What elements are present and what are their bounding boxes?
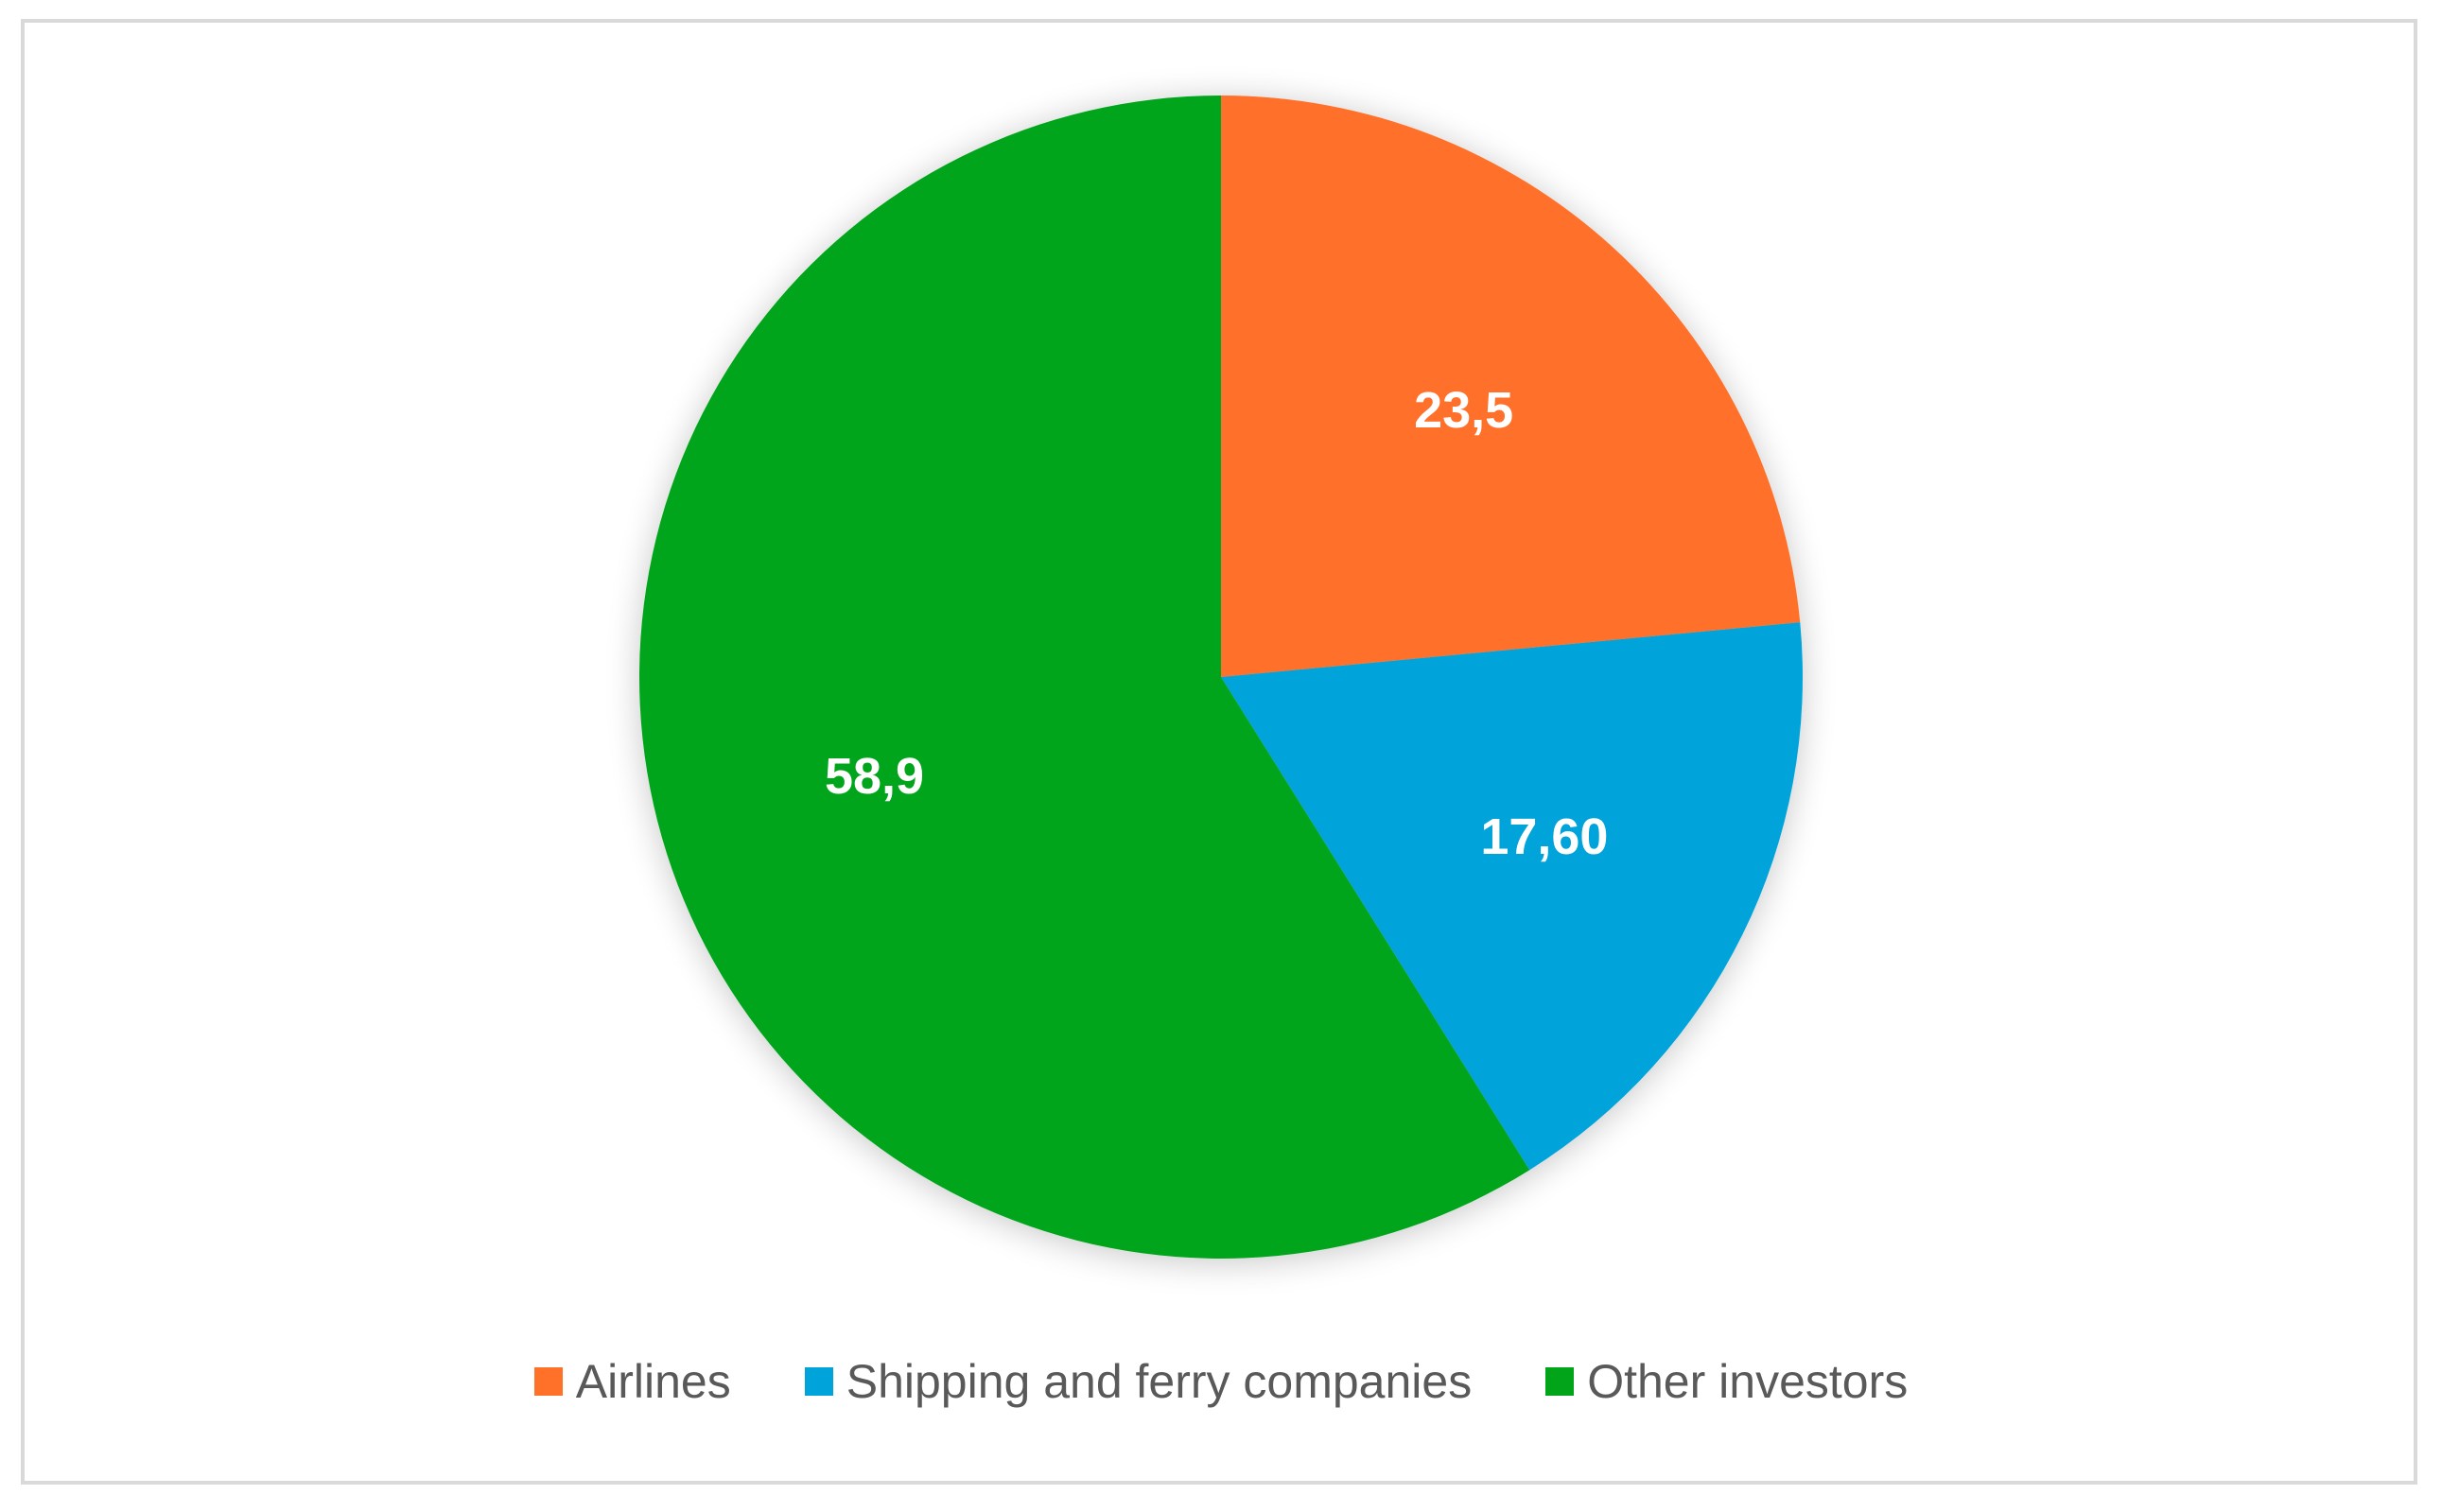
legend-swatch (804, 1367, 833, 1396)
data-label-other-investors: 58,9 (825, 748, 924, 805)
legend-item-shipping-and-ferry-companies: Shipping and ferry companies (804, 1354, 1473, 1409)
pie-data-labels: 23,5 17,60 58,9 (825, 382, 1609, 865)
legend-label: Other investors (1587, 1355, 1909, 1408)
chart-legend: Airlines Shipping and ferry companies Othe… (0, 1354, 2442, 1409)
legend-item-airlines: Airlines (533, 1354, 731, 1409)
legend-label: Airlines (575, 1355, 731, 1408)
legend-swatch (1545, 1367, 1575, 1396)
data-label-airlines: 23,5 (1414, 382, 1513, 439)
pie-slices (638, 96, 1803, 1259)
legend-label: Shipping and ferry companies (846, 1355, 1473, 1408)
legend-item-other-investors: Other investors (1545, 1354, 1908, 1409)
pie-slice-airlines (1221, 96, 1801, 677)
pie-slice-shipping-and-ferry-companies (1221, 622, 1803, 1171)
legend-swatch (533, 1367, 563, 1396)
pie-slice-other-investors (638, 96, 1530, 1259)
data-label-shipping-and-ferry-companies: 17,60 (1480, 808, 1608, 865)
